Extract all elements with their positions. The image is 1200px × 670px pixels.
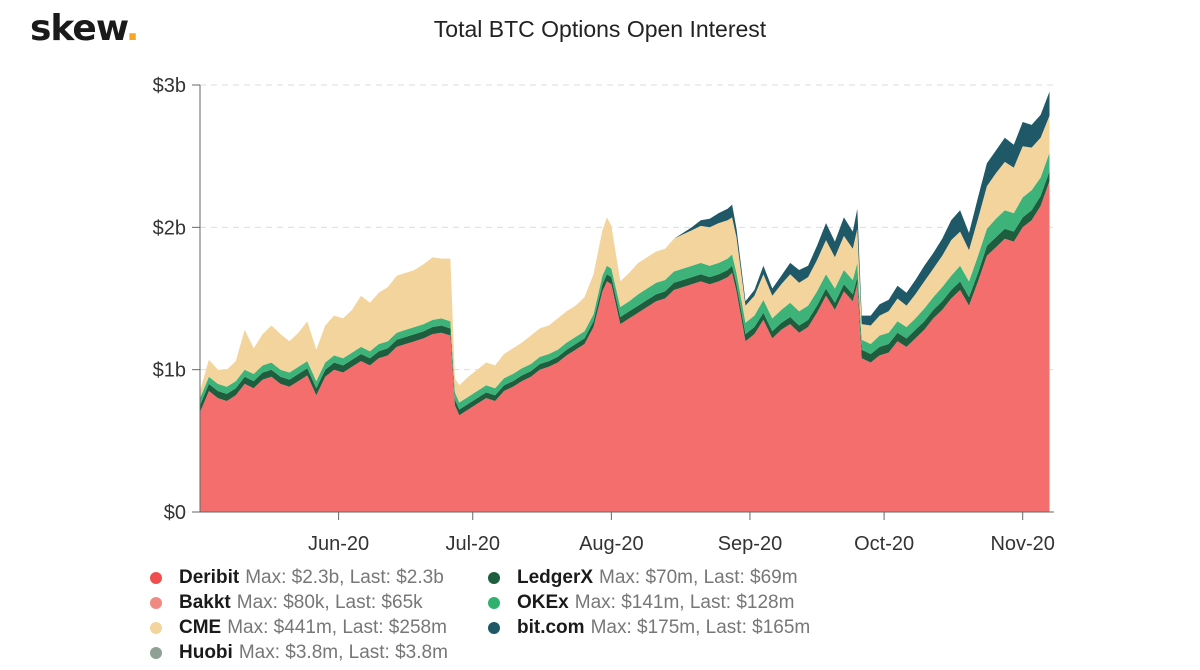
legend-series-name: Bakkt: [179, 592, 231, 613]
x-tick-label: Jun-20: [308, 533, 369, 555]
skew-logo: skew.: [30, 8, 140, 49]
legend-series-stats: Max: $141m, Last: $128m: [574, 592, 795, 613]
area-series: [200, 91, 1050, 513]
stacked-area-chart: $0 $1b $2b $3b Jun-20 Jul-20 Aug-20 Sep-20 Oct-2…: [153, 75, 1055, 555]
x-tick-label: Jul-20: [446, 533, 500, 555]
chart-title: Total BTC Options Open Interest: [433, 16, 767, 42]
legend-series-name: LedgerX: [517, 567, 594, 588]
legend-series-stats: Max: $2.3b, Last: $2.3b: [245, 567, 444, 588]
legend-series-stats: Max: $175m, Last: $165m: [590, 617, 811, 638]
legend-swatch: [150, 597, 162, 609]
y-tick-label: $1b: [153, 360, 186, 382]
legend-item-huobi[interactable]: Huobi Max: $3.8m, Last: $3.8m: [150, 641, 488, 665]
chart-legend: Deribit Max: $2.3b, Last: $2.3b LedgerX Max…: [150, 566, 848, 665]
legend-swatch: [488, 572, 500, 584]
x-tick-label: Nov-20: [990, 533, 1054, 555]
legend-series-name: Deribit: [179, 567, 240, 588]
legend-swatch: [488, 597, 500, 609]
logo-text: skew: [30, 8, 127, 49]
legend-swatch: [150, 622, 162, 634]
y-tick-label: $3b: [153, 75, 186, 97]
legend-item-cme[interactable]: CME Max: $441m, Last: $258m: [150, 616, 488, 640]
legend-swatch: [150, 572, 162, 584]
x-tick-label: Aug-20: [579, 533, 644, 555]
legend-item-bakkt[interactable]: Bakkt Max: $80k, Last: $65k: [150, 591, 488, 615]
legend-series-stats: Max: $70m, Last: $69m: [599, 567, 798, 588]
area-deribit: [200, 181, 1050, 513]
axes: $0 $1b $2b $3b Jun-20 Jul-20 Aug-20 Sep-20 Oct-2…: [153, 75, 1055, 555]
legend-swatch: [150, 647, 162, 659]
y-tick-label: $2b: [153, 217, 186, 239]
logo-dot: .: [125, 8, 140, 49]
x-tick-label: Oct-20: [854, 533, 914, 555]
y-tick-label: $0: [164, 502, 186, 524]
legend-series-stats: Max: $441m, Last: $258m: [227, 617, 447, 638]
legend-series-name: Huobi: [179, 642, 233, 663]
legend-series-name: OKEx: [517, 592, 569, 613]
legend-item-deribit[interactable]: Deribit Max: $2.3b, Last: $2.3b: [150, 566, 488, 590]
legend-series-stats: Max: $80k, Last: $65k: [236, 592, 423, 613]
legend-swatch: [488, 622, 500, 634]
x-tick-label: Sep-20: [718, 533, 783, 555]
legend-item-bit-com[interactable]: bit.com Max: $175m, Last: $165m: [488, 616, 848, 640]
legend-series-name: CME: [179, 617, 222, 638]
legend-series-name: bit.com: [517, 617, 585, 638]
legend-series-stats: Max: $3.8m, Last: $3.8m: [238, 642, 448, 663]
legend-item-okex[interactable]: OKEx Max: $141m, Last: $128m: [488, 591, 848, 615]
legend-item-ledgerx[interactable]: LedgerX Max: $70m, Last: $69m: [488, 566, 848, 590]
